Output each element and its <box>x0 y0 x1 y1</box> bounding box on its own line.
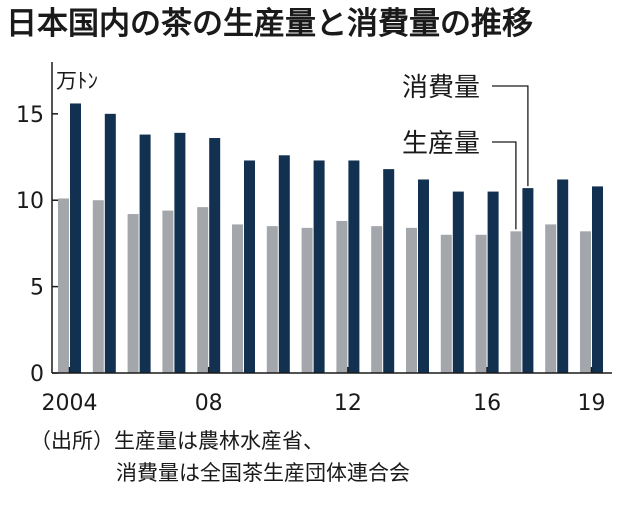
bar-production-2016 <box>475 234 487 373</box>
bar-consumption-2010 <box>278 155 290 373</box>
legend-leader-production <box>492 141 517 230</box>
bar-consumption-2009 <box>244 160 255 373</box>
y-tick-label: 5 <box>30 276 44 301</box>
bar-consumption-2014 <box>418 179 429 373</box>
y-axis: 0 5 10 15 <box>16 62 58 387</box>
bar-consumption-2019 <box>592 186 603 373</box>
y-tick-label: 10 <box>16 189 44 214</box>
x-tick-label: 08 <box>195 391 223 416</box>
bar-production-2015 <box>440 234 452 373</box>
bar-consumption-2005 <box>104 113 116 373</box>
bar-production-2009 <box>232 224 243 373</box>
bar-consumption-2006 <box>139 134 151 373</box>
bar-production-2005 <box>92 200 104 373</box>
bar-production-2014 <box>406 227 417 373</box>
legend-leader-consumption <box>492 85 529 187</box>
bar-consumption-2015 <box>452 191 464 373</box>
x-tick-label: 19 <box>578 391 606 416</box>
x-tick-label: 12 <box>334 391 362 416</box>
bars <box>58 103 603 373</box>
bar-production-2007 <box>162 210 174 373</box>
bar-consumption-2011 <box>313 160 325 373</box>
y-unit-label: 万ﾄﾝ <box>56 69 98 93</box>
bar-production-2011 <box>301 227 313 373</box>
y-tick-label: 15 <box>16 103 44 128</box>
bar-production-2017 <box>510 231 522 373</box>
bar-consumption-2012 <box>348 160 360 373</box>
bar-consumption-2016 <box>487 191 499 373</box>
bar-production-2013 <box>371 226 383 373</box>
bar-consumption-2017 <box>522 188 534 373</box>
bar-consumption-2013 <box>383 169 395 373</box>
x-tick-label: 16 <box>473 391 501 416</box>
bar-consumption-2018 <box>557 179 569 373</box>
bar-consumption-2007 <box>174 132 186 373</box>
bar-consumption-2004 <box>70 103 81 373</box>
legend-label-production: 生産量 <box>402 129 480 159</box>
bar-production-2004 <box>58 198 69 373</box>
bar-consumption-2008 <box>209 138 221 373</box>
source-note-line2: 消費量は全国茶生産団体連合会 <box>116 461 410 485</box>
chart-title: 日本国内の茶の生産量と消費量の推移 <box>6 6 533 42</box>
bar-production-2012 <box>336 220 348 373</box>
bar-production-2019 <box>580 231 591 373</box>
legend-label-consumption: 消費量 <box>402 73 480 103</box>
bar-production-2018 <box>545 224 557 373</box>
bar-production-2006 <box>127 214 139 373</box>
x-axis: 2004 08 12 16 19 <box>42 367 612 416</box>
source-note-line1: （出所）生産量は農林水産省、 <box>30 429 324 453</box>
bar-production-2008 <box>197 207 209 373</box>
x-tick-label: 2004 <box>42 391 98 416</box>
y-tick-label: 0 <box>30 362 44 387</box>
bar-production-2010 <box>266 226 278 373</box>
